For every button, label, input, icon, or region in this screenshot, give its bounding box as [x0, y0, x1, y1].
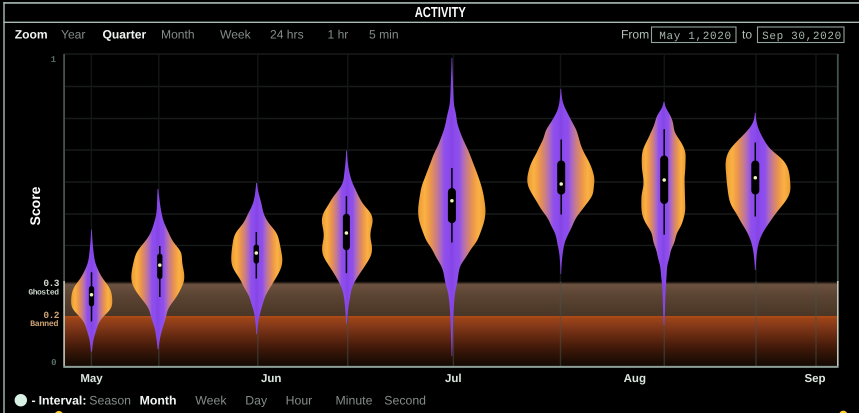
svg-text:Hour: Hour: [286, 394, 313, 408]
svg-text:From: From: [621, 28, 649, 42]
svg-text:Sep 30,2020: Sep 30,2020: [762, 31, 842, 43]
svg-text:Jul: Jul: [445, 373, 462, 385]
svg-text:Interval:: Interval:: [39, 394, 87, 408]
svg-text:Score: Score: [27, 186, 43, 225]
svg-text:Second: Second: [384, 394, 426, 408]
svg-text:Year: Year: [61, 28, 85, 42]
svg-text:Month: Month: [161, 28, 195, 42]
svg-text:-: -: [32, 394, 36, 408]
svg-text:1 hr: 1 hr: [328, 28, 349, 42]
svg-text:Zoom: Zoom: [15, 28, 48, 42]
svg-text:5 min: 5 min: [369, 28, 399, 42]
svg-text:Ghosted: Ghosted: [28, 288, 59, 297]
svg-text:24 hrs: 24 hrs: [270, 28, 304, 42]
svg-text:Week: Week: [195, 394, 227, 408]
svg-text:Jun: Jun: [261, 373, 281, 385]
svg-text:Season: Season: [89, 394, 131, 408]
svg-text:Banned: Banned: [30, 319, 58, 329]
svg-text:May: May: [80, 373, 103, 385]
svg-text:0.3: 0.3: [43, 278, 59, 289]
svg-text:May 1,2020: May 1,2020: [659, 31, 732, 43]
svg-text:0.2: 0.2: [43, 310, 59, 321]
svg-text:Week: Week: [220, 28, 252, 42]
svg-text:0: 0: [51, 358, 56, 368]
svg-text:Month: Month: [140, 394, 177, 408]
svg-text:to: to: [742, 28, 752, 42]
svg-text:1: 1: [51, 55, 57, 65]
svg-text:Quarter: Quarter: [103, 28, 147, 42]
svg-text:Sep: Sep: [804, 373, 825, 385]
svg-text:Minute: Minute: [336, 394, 373, 408]
svg-text:ACTIVITY: ACTIVITY: [415, 5, 466, 21]
svg-text:Aug: Aug: [624, 373, 646, 385]
svg-text:Day: Day: [245, 394, 268, 408]
